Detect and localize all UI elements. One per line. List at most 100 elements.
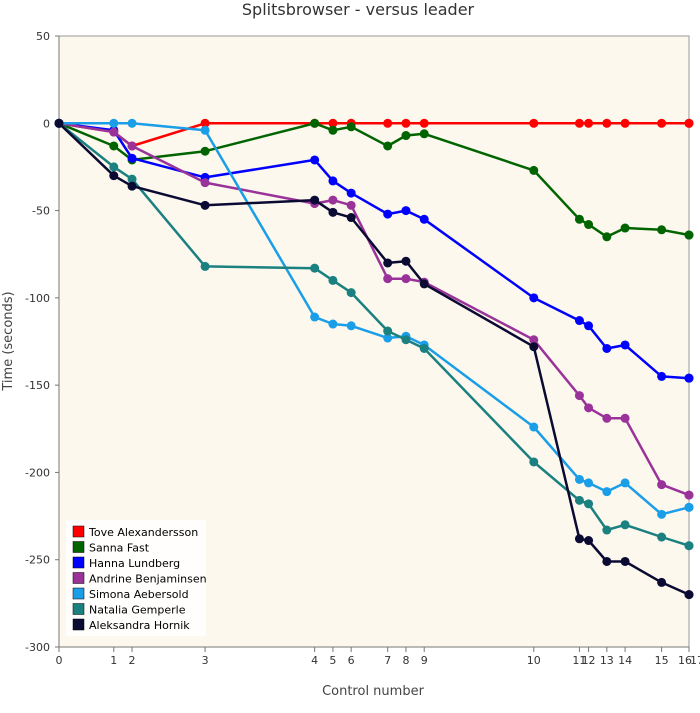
data-point	[401, 118, 411, 128]
data-point	[529, 457, 539, 467]
data-point	[401, 131, 411, 141]
data-point	[328, 207, 338, 217]
data-point	[584, 403, 594, 413]
y-tick-label: 0	[43, 117, 50, 130]
data-point	[684, 373, 694, 383]
x-tick-label: 5	[329, 654, 336, 667]
legend-swatch	[72, 556, 85, 569]
data-point	[529, 118, 539, 128]
data-point	[602, 487, 612, 497]
data-point	[584, 536, 594, 546]
data-point	[109, 171, 119, 181]
data-point	[584, 321, 594, 331]
legend-label: Tove Alexandersson	[88, 526, 198, 539]
data-point	[574, 118, 584, 128]
data-point	[127, 141, 137, 151]
series-0	[54, 118, 694, 151]
y-tick-label: -150	[25, 379, 50, 392]
data-point	[620, 340, 630, 350]
data-point	[200, 178, 210, 188]
data-point	[657, 225, 667, 235]
data-point	[328, 275, 338, 285]
x-tick-label: 8	[402, 654, 409, 667]
x-tick-label: 4	[311, 654, 318, 667]
x-tick-label: 3	[202, 654, 209, 667]
data-point	[584, 220, 594, 230]
legend-box	[66, 520, 206, 636]
data-point	[419, 118, 429, 128]
data-point	[419, 129, 429, 139]
x-tick-label: 13	[600, 654, 614, 667]
data-point	[401, 206, 411, 216]
data-point	[310, 312, 320, 322]
data-point	[419, 214, 429, 224]
data-point	[346, 321, 356, 331]
data-point	[620, 478, 630, 488]
data-point	[200, 125, 210, 135]
data-point	[383, 333, 393, 343]
data-point	[529, 422, 539, 432]
data-point	[684, 590, 694, 600]
x-tick-label: 0	[56, 654, 63, 667]
legend-swatch	[72, 587, 85, 600]
data-point	[383, 141, 393, 151]
x-tick-label: 2	[129, 654, 136, 667]
data-point	[657, 118, 667, 128]
data-point	[602, 413, 612, 423]
data-point	[109, 162, 119, 172]
x-tick-label: 1	[110, 654, 117, 667]
data-point	[602, 343, 612, 353]
x-tick-label: 15	[655, 654, 669, 667]
x-tick-label: 11	[572, 654, 586, 667]
data-point	[310, 118, 320, 128]
data-point	[584, 499, 594, 509]
data-point	[529, 293, 539, 303]
data-point	[620, 556, 630, 566]
data-point	[584, 118, 594, 128]
data-point	[529, 342, 539, 352]
legend-label: Aleksandra Hornik	[89, 619, 190, 632]
data-point	[127, 174, 137, 184]
y-tick-label: -200	[25, 466, 50, 479]
x-axis-label: Control number	[322, 684, 425, 699]
data-point	[602, 525, 612, 535]
y-tick-label: 50	[36, 30, 50, 43]
data-point	[109, 141, 119, 151]
data-point	[684, 502, 694, 512]
data-point	[684, 230, 694, 240]
data-point	[574, 474, 584, 484]
data-point	[310, 195, 320, 205]
data-point	[346, 213, 356, 223]
data-point	[620, 223, 630, 233]
data-point	[574, 316, 584, 326]
legend-label: Sanna Fast	[89, 542, 150, 555]
y-axis-label: Time (seconds)	[1, 291, 16, 391]
data-point	[383, 274, 393, 284]
data-point	[657, 532, 667, 542]
y-tick-label: -50	[32, 205, 50, 218]
data-point	[574, 495, 584, 505]
data-point	[200, 200, 210, 210]
data-point	[328, 319, 338, 329]
data-point	[401, 256, 411, 266]
legend-label: Andrine Benjaminsen	[89, 573, 207, 586]
y-tick-label: -300	[25, 641, 50, 654]
legend-swatch	[72, 603, 85, 615]
data-point	[401, 335, 411, 345]
data-point	[328, 176, 338, 186]
data-point	[620, 520, 630, 530]
data-point	[383, 258, 393, 268]
x-tick-label: 16	[678, 654, 692, 667]
legend-swatch	[72, 541, 85, 553]
x-tick-label: 9	[421, 654, 428, 667]
data-point	[109, 127, 119, 137]
data-point	[620, 118, 630, 128]
x-tick-label: 7	[384, 654, 391, 667]
y-tick-label: -100	[25, 292, 50, 305]
data-point	[684, 118, 694, 128]
data-point	[529, 335, 539, 345]
data-point	[200, 146, 210, 156]
data-point	[383, 326, 393, 336]
data-point	[310, 263, 320, 273]
